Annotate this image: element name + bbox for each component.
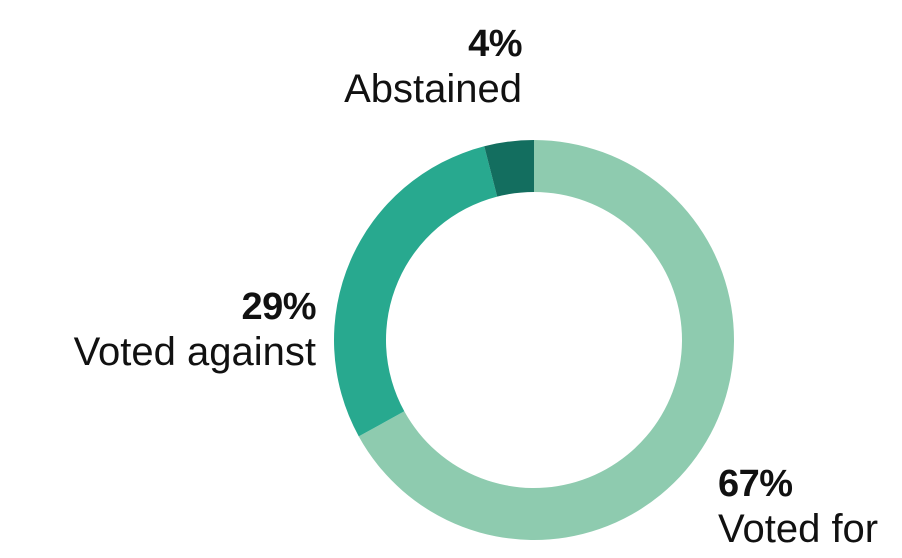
voted-for-label: 67% Voted for bbox=[718, 462, 902, 552]
slice-voted-against bbox=[334, 146, 498, 437]
voted-against-name: Voted against bbox=[73, 330, 316, 374]
abstained-percent: 4% bbox=[468, 23, 522, 65]
abstained-label: 4% Abstained bbox=[318, 22, 522, 112]
slice-abstained bbox=[484, 140, 534, 197]
abstained-name: Abstained bbox=[344, 67, 522, 111]
voted-for-name: Voted for bbox=[718, 507, 879, 551]
voted-for-percent: 67% bbox=[718, 463, 793, 505]
voted-against-percent: 29% bbox=[241, 286, 316, 328]
voted-against-label: 29% Voted against bbox=[36, 285, 317, 375]
